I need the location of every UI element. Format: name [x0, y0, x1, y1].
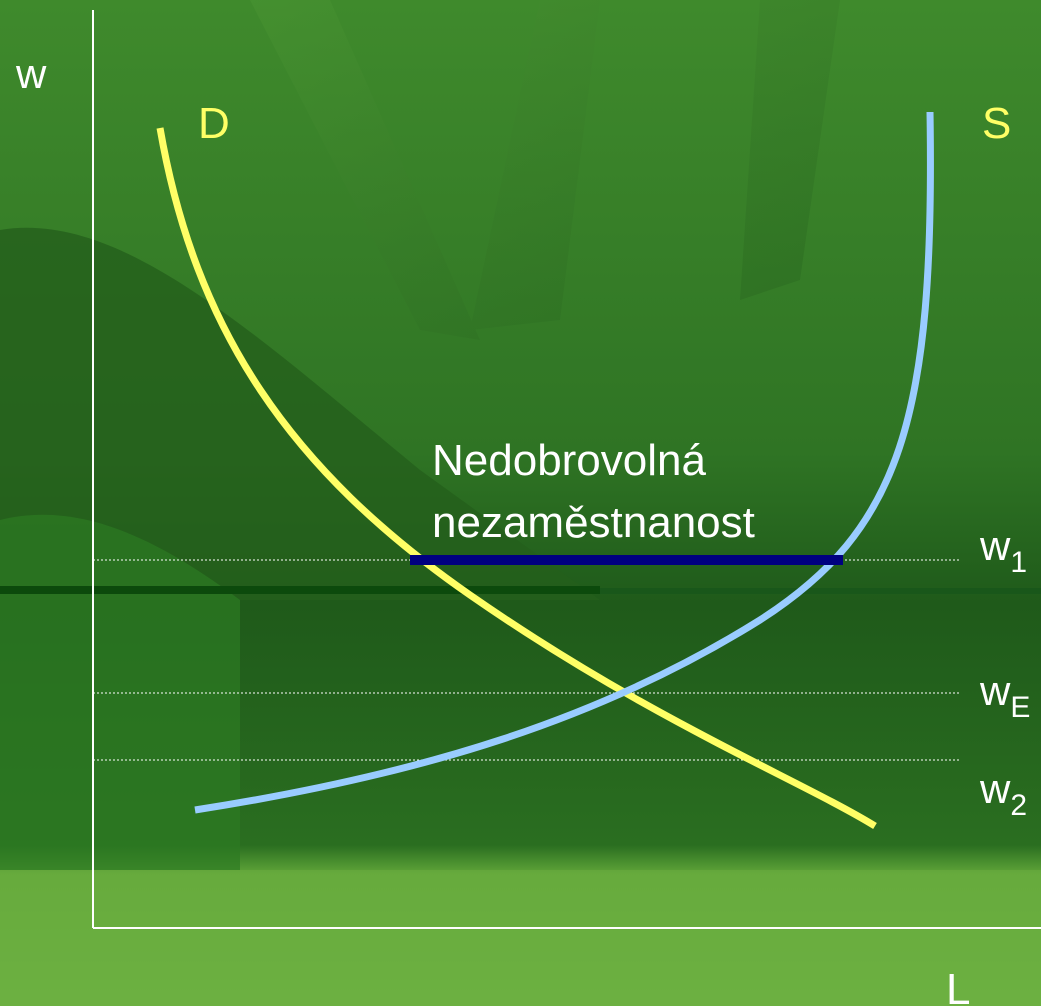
annotation: nezaměstnanost — [432, 498, 755, 547]
wage-label-sub: E — [1010, 691, 1030, 724]
supply-label: S — [982, 99, 1011, 148]
demand-curve — [156, 127, 877, 829]
annotation: Nedobrovolná — [432, 436, 706, 485]
wage-label-sub: 1 — [1010, 546, 1027, 579]
wage-label: w1 — [979, 522, 1027, 579]
dark-band — [0, 586, 600, 594]
dark-band — [600, 588, 1041, 594]
wage-label-main: w — [979, 667, 1011, 714]
ridges — [250, 0, 840, 340]
wage-label-sub: 2 — [1010, 789, 1027, 822]
demand-label: D — [198, 99, 230, 148]
y-axis-label: w — [15, 50, 47, 97]
hill — [0, 227, 600, 600]
supply-curve — [194, 111, 934, 814]
wage-label: wE — [979, 667, 1030, 724]
wage-label-main: w — [979, 765, 1011, 812]
trees — [0, 514, 240, 870]
x-axis-label: L — [946, 965, 970, 1006]
wage-label: w2 — [979, 765, 1027, 822]
lawn — [0, 870, 1041, 1006]
wage-label-main: w — [979, 522, 1011, 569]
